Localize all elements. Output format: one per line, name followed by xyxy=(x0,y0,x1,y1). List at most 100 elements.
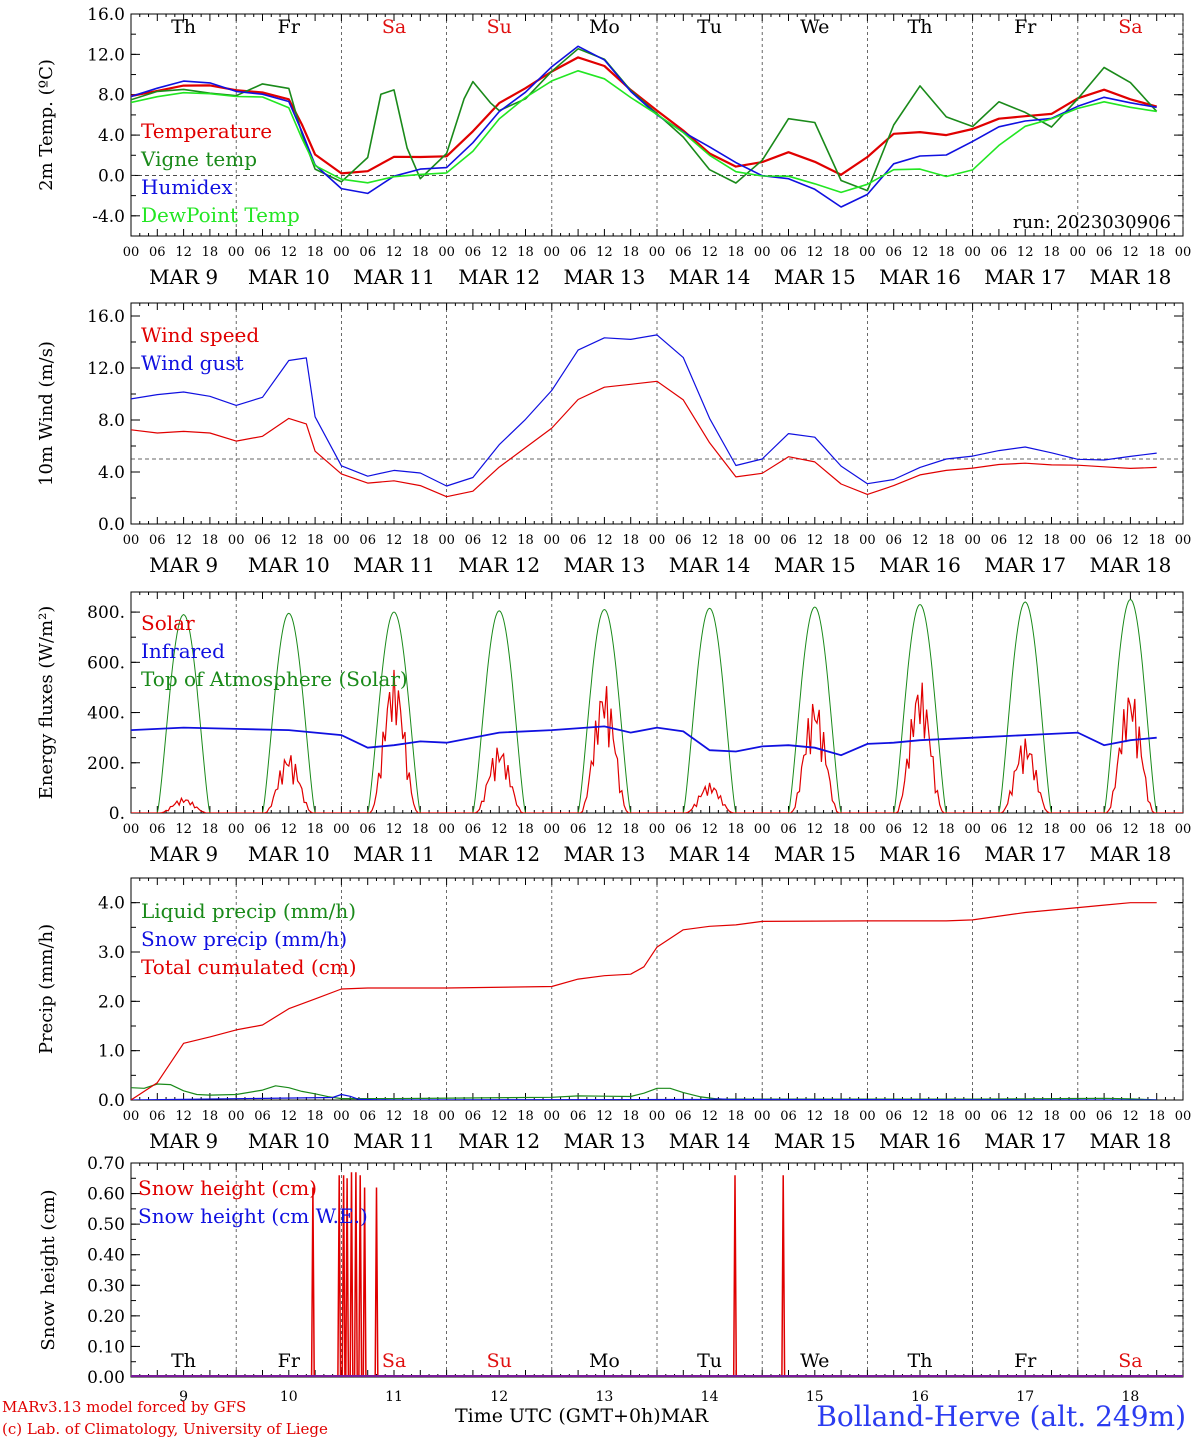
series-line-wind-gust xyxy=(131,334,1157,487)
hour-tick-label: 18 xyxy=(517,1109,534,1124)
hour-tick-label: 00 xyxy=(544,822,561,837)
y-axis-title: 10m Wind (m/s) xyxy=(36,341,57,486)
hour-tick-label: 06 xyxy=(885,1109,902,1124)
legend-entry: Snow height (cm) xyxy=(138,1176,317,1200)
chart-panel-3: 0. 200. 400. 600. 800. Energy fluxes (W/m²) 00… xyxy=(36,591,1192,866)
hour-tick-label: 18 xyxy=(728,1109,745,1124)
day-label: MAR 11 xyxy=(353,1129,435,1153)
y-tick-label: 0.30 xyxy=(87,1276,125,1296)
legend-entry: Total cumulated (cm) xyxy=(141,955,357,979)
hour-tick-label: 00 xyxy=(754,533,771,548)
y-tick-label: 12.0 xyxy=(87,359,125,379)
hour-tick-label: 18 xyxy=(307,533,324,548)
y-tick-label: 0.60 xyxy=(87,1185,125,1205)
hour-tick-label: 00 xyxy=(228,822,245,837)
legend-entry: Vigne temp xyxy=(140,147,257,171)
hour-tick-label: 00 xyxy=(123,1109,140,1124)
hour-tick-label: 06 xyxy=(254,533,271,548)
hour-tick-label: 12 xyxy=(1122,1109,1139,1124)
day-label: MAR 16 xyxy=(879,1129,961,1153)
hour-tick-label: 00 xyxy=(1070,1109,1087,1124)
weekday-label: Mo xyxy=(589,1350,620,1372)
hour-tick-label: 06 xyxy=(780,822,797,837)
day-label: MAR 11 xyxy=(353,265,435,289)
hour-tick-label: 00 xyxy=(859,245,876,260)
hour-tick-label: 12 xyxy=(386,245,403,260)
hour-tick-label: 18 xyxy=(938,533,955,548)
weekday-label: Sa xyxy=(382,16,406,38)
hour-tick-label: 00 xyxy=(1175,1109,1192,1124)
time-axis-label: Time UTC (GMT+0h)MAR xyxy=(455,1405,708,1427)
hour-tick-label: 06 xyxy=(991,1109,1008,1124)
y-tick-label: 0.40 xyxy=(87,1246,125,1266)
hour-tick-label: 06 xyxy=(570,1109,587,1124)
hour-tick-label: 06 xyxy=(149,245,166,260)
hour-tick-label: 00 xyxy=(123,822,140,837)
weekday-label: Th xyxy=(171,1350,196,1372)
y-tick-label: 16.0 xyxy=(87,5,125,25)
hour-tick-label: 18 xyxy=(938,245,955,260)
day-label: MAR 11 xyxy=(353,553,435,577)
day-label: MAR 14 xyxy=(669,553,751,577)
y-tick-label: 800. xyxy=(87,603,125,623)
hour-tick-label: 12 xyxy=(807,245,824,260)
chart-panel-4: 0.0 1.0 2.0 3.0 4.0 Precip (mm/h) 00 06 12 18 00 06… xyxy=(36,877,1192,1153)
hour-tick-label: 18 xyxy=(1043,245,1060,260)
hour-tick-label: 06 xyxy=(465,533,482,548)
weekday-label: Sa xyxy=(1118,1350,1142,1372)
day-label: MAR 10 xyxy=(248,265,330,289)
hour-tick-label: 00 xyxy=(1175,245,1192,260)
day-number-label: 12 xyxy=(490,1389,508,1405)
hour-tick-label: 12 xyxy=(1017,1109,1034,1124)
hour-tick-label: 12 xyxy=(281,245,298,260)
y-tick-label: 4.0 xyxy=(98,894,125,914)
hour-tick-label: 12 xyxy=(912,822,929,837)
chart-panel-1: -4.0 0.0 4.0 8.0 12.0 16.0 2m Temp. (ºC) 00 06 12… xyxy=(36,5,1191,289)
y-tick-label: 2.0 xyxy=(98,992,125,1012)
series-line-dewpoint-temp xyxy=(131,70,1157,194)
hour-tick-label: 18 xyxy=(833,822,850,837)
hour-tick-label: 12 xyxy=(807,822,824,837)
hour-tick-label: 18 xyxy=(202,1109,219,1124)
hour-tick-label: 00 xyxy=(333,533,350,548)
hour-tick-label: 00 xyxy=(228,1109,245,1124)
hour-tick-label: 06 xyxy=(1096,822,1113,837)
data-layer xyxy=(131,334,1157,498)
hour-tick-label: 18 xyxy=(833,1109,850,1124)
legend-entry: Temperature xyxy=(141,119,272,143)
hour-tick-label: 12 xyxy=(912,245,929,260)
day-label: MAR 13 xyxy=(564,842,646,866)
hour-tick-label: 00 xyxy=(438,245,455,260)
day-label: MAR 15 xyxy=(774,1129,856,1153)
hour-tick-label: 00 xyxy=(544,1109,561,1124)
hour-tick-label: 00 xyxy=(964,245,981,260)
y-tick-label: 3.0 xyxy=(98,943,125,963)
hour-tick-label: 00 xyxy=(1175,822,1192,837)
hour-tick-label: 12 xyxy=(175,1109,192,1124)
hour-tick-label: 12 xyxy=(1122,533,1139,548)
day-label: MAR 13 xyxy=(564,1129,646,1153)
day-number-label: 10 xyxy=(280,1389,298,1405)
hour-tick-label: 18 xyxy=(412,533,429,548)
hour-tick-label: 06 xyxy=(149,822,166,837)
weekday-label: Mo xyxy=(589,16,620,38)
hour-tick-label: 00 xyxy=(228,533,245,548)
hour-tick-label: 06 xyxy=(1096,1109,1113,1124)
data-layer xyxy=(131,902,1157,1100)
series-line-infrared xyxy=(131,725,1157,757)
weekday-label: Su xyxy=(487,16,512,38)
hour-tick-label: 18 xyxy=(307,245,324,260)
y-tick-label: 0.0 xyxy=(98,166,125,186)
y-tick-label: 16.0 xyxy=(87,307,125,327)
day-label: MAR 14 xyxy=(669,1129,751,1153)
hour-tick-label: 00 xyxy=(649,533,666,548)
hour-tick-label: 18 xyxy=(833,245,850,260)
data-layer xyxy=(131,598,1183,813)
chart-panel-5: 0.00 0.10 0.20 0.30 0.40 0.50 0.60 0.70 Snow hei… xyxy=(38,1154,1184,1405)
hour-tick-label: 06 xyxy=(149,533,166,548)
legend-entry: Infrared xyxy=(141,639,225,663)
weekday-label: Th xyxy=(908,16,933,38)
hour-tick-label: 18 xyxy=(307,822,324,837)
hour-tick-label: 06 xyxy=(149,1109,166,1124)
